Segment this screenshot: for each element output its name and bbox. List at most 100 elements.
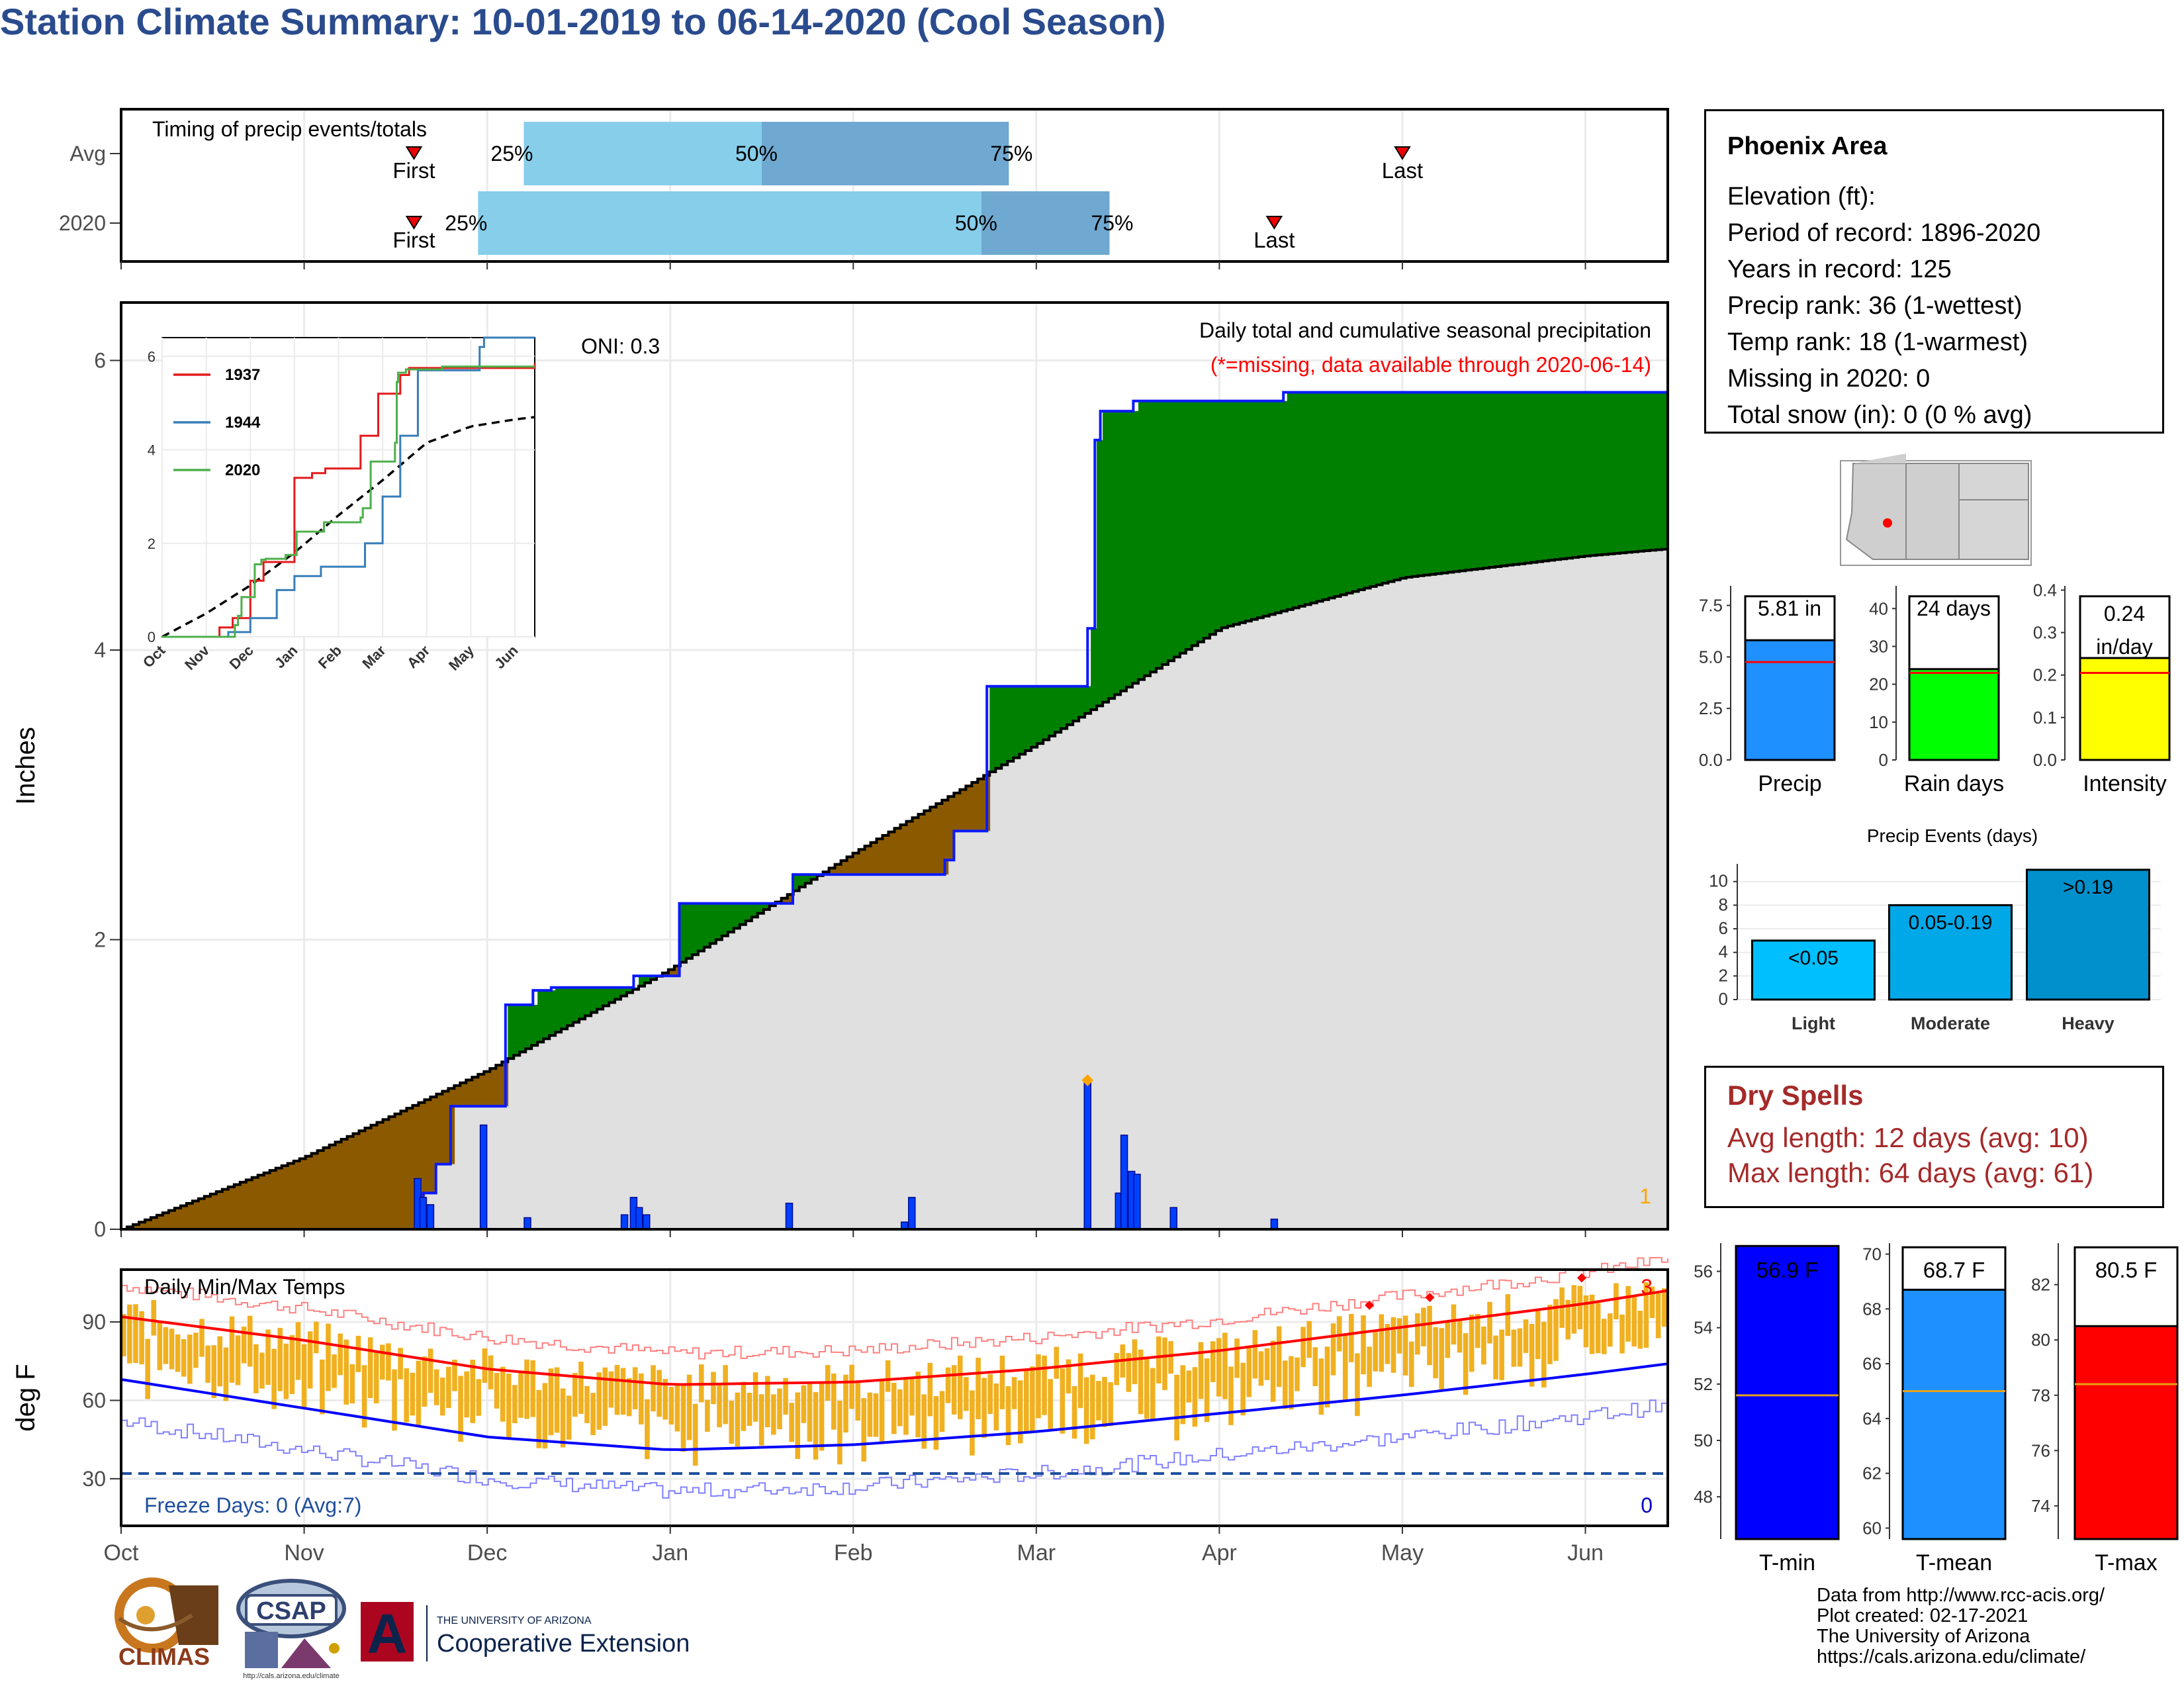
- page-title: Station Climate Summary: 10-01-2019 to 0…: [0, 1, 1166, 42]
- deficit-area: [341, 1139, 348, 1229]
- map-texas: [1958, 499, 2029, 560]
- inset-legend-label: 1937: [225, 366, 260, 384]
- station-temp-rank: Temp rank: 18 (1-warmest): [1727, 328, 2028, 356]
- daily-temp-range-bar: [674, 1385, 680, 1432]
- daily-temp-range-bar: [1361, 1315, 1366, 1375]
- surplus-area: [1197, 400, 1205, 642]
- surplus-area: [567, 987, 574, 1026]
- daily-temp-range-bar: [1469, 1314, 1475, 1372]
- deficit-area: [888, 831, 895, 875]
- surplus-area: [1364, 392, 1371, 588]
- daily-temp-range-bar: [976, 1358, 981, 1419]
- daily-temp-range-bar: [1174, 1374, 1179, 1441]
- daily-temp-range-bar: [1661, 1288, 1667, 1327]
- daily-temp-range-bar: [145, 1338, 150, 1399]
- surplus-area: [549, 990, 556, 1036]
- daily-temp-range-bar: [1162, 1337, 1167, 1391]
- deficit-area: [287, 1163, 295, 1229]
- surplus-area: [1459, 392, 1467, 571]
- deficit-area: [424, 1100, 432, 1194]
- daily-temp-range-bar: [1222, 1333, 1228, 1399]
- deficit-area: [311, 1153, 318, 1229]
- surplus-area: [1263, 400, 1270, 616]
- month-axis-label: Apr: [1202, 1540, 1237, 1566]
- daily-temp-range-bar: [1071, 1385, 1077, 1439]
- daily-temp-range-bar: [211, 1345, 216, 1399]
- inset-frame: [161, 337, 535, 637]
- surplus-area: [1013, 686, 1021, 758]
- surplus-area: [1447, 392, 1455, 573]
- daily-temp-range-bar: [289, 1335, 295, 1394]
- events-bar-range: 0.05-0.19: [1909, 912, 1993, 933]
- daily-temp-range-bar: [223, 1347, 229, 1401]
- daily-temp-range-bar: [488, 1355, 494, 1389]
- surplus-area: [721, 903, 729, 936]
- daily-temp-range-bar: [1048, 1379, 1053, 1429]
- freeze-days-label: Freeze Days: 0 (Avg:7): [144, 1493, 361, 1517]
- surplus-area: [1316, 392, 1324, 602]
- surplus-area: [1161, 400, 1169, 665]
- daily-temp-range-bar: [410, 1372, 416, 1416]
- daily-temp-range-bar: [1595, 1303, 1601, 1354]
- record-high-marker: [1425, 1293, 1435, 1303]
- daily-temp-range-bar: [512, 1385, 518, 1423]
- daily-temp-range-bar: [452, 1359, 457, 1391]
- daily-temp-range-bar: [1342, 1335, 1348, 1400]
- precip-ytick-label: 2: [94, 928, 106, 952]
- daily-temp-range-bar: [139, 1311, 144, 1365]
- deficit-area: [787, 894, 794, 904]
- daily-temp-range-bar: [439, 1378, 445, 1416]
- deficit-area: [846, 857, 854, 875]
- daily-temp-range-bar: [524, 1359, 529, 1419]
- events-ytick-label: 0: [1719, 989, 1728, 1009]
- deficit-area: [442, 1091, 449, 1164]
- surplus-area: [1097, 440, 1103, 706]
- daily-temp-range-bar: [909, 1377, 915, 1416]
- surplus-area: [508, 1004, 515, 1059]
- inset-legend-label: 2020: [225, 461, 260, 479]
- daily-temp-range-bar: [1643, 1282, 1649, 1348]
- daily-temp-range-bar: [1077, 1353, 1083, 1409]
- record-low-line: [121, 1399, 1668, 1499]
- surplus-area: [1596, 392, 1603, 555]
- month-axis-label: May: [1381, 1540, 1424, 1566]
- summary-ytick-label: 0.0: [2033, 750, 2057, 770]
- surplus-area: [1584, 392, 1591, 556]
- surplus-area: [1120, 411, 1127, 691]
- deficit-area: [906, 821, 913, 875]
- daily-temp-range-bar: [837, 1400, 842, 1465]
- daily-temp-range-bar: [1005, 1386, 1011, 1446]
- inset-line-1937: [162, 363, 536, 638]
- surplus-area: [585, 987, 592, 1016]
- surplus-area: [1251, 400, 1258, 620]
- daily-temp-range-bar: [903, 1379, 909, 1435]
- daily-temp-range-bar: [1535, 1309, 1541, 1360]
- daily-temp-range-bar: [1132, 1339, 1138, 1385]
- deficit-area: [466, 1080, 473, 1107]
- surplus-area: [1376, 392, 1383, 585]
- surplus-area: [621, 987, 627, 996]
- surplus-area: [591, 987, 598, 1013]
- daily-temp-range-bar: [1608, 1313, 1613, 1347]
- map-utah: [1853, 453, 1906, 463]
- surplus-area: [650, 976, 657, 980]
- surplus-area: [1132, 411, 1139, 684]
- daily-temp-range-bar: [1330, 1323, 1336, 1376]
- daily-temp-range-bar: [1577, 1286, 1583, 1330]
- daily-temp-range-bar: [668, 1387, 674, 1425]
- daily-temp-range-bar: [1439, 1328, 1445, 1390]
- tempbar-label: T-max: [2095, 1550, 2157, 1575]
- surplus-area: [1269, 400, 1276, 615]
- max-daily-marker: [1081, 1074, 1094, 1086]
- daily-temp-range-bar: [301, 1344, 307, 1408]
- events-bar-category: Moderate: [1911, 1013, 1990, 1033]
- deficit-area: [222, 1189, 229, 1229]
- intensity-value-label: 0.24: [2104, 602, 2145, 626]
- deficit-area: [317, 1150, 324, 1229]
- surplus-area: [1394, 392, 1401, 581]
- daily-temp-range-bar: [205, 1345, 210, 1383]
- surplus-area: [1430, 392, 1437, 575]
- tempbar-ytick-label: 60: [1862, 1518, 1882, 1538]
- daily-temp-range-bar: [1445, 1321, 1451, 1358]
- daily-temp-range-bar: [494, 1373, 500, 1409]
